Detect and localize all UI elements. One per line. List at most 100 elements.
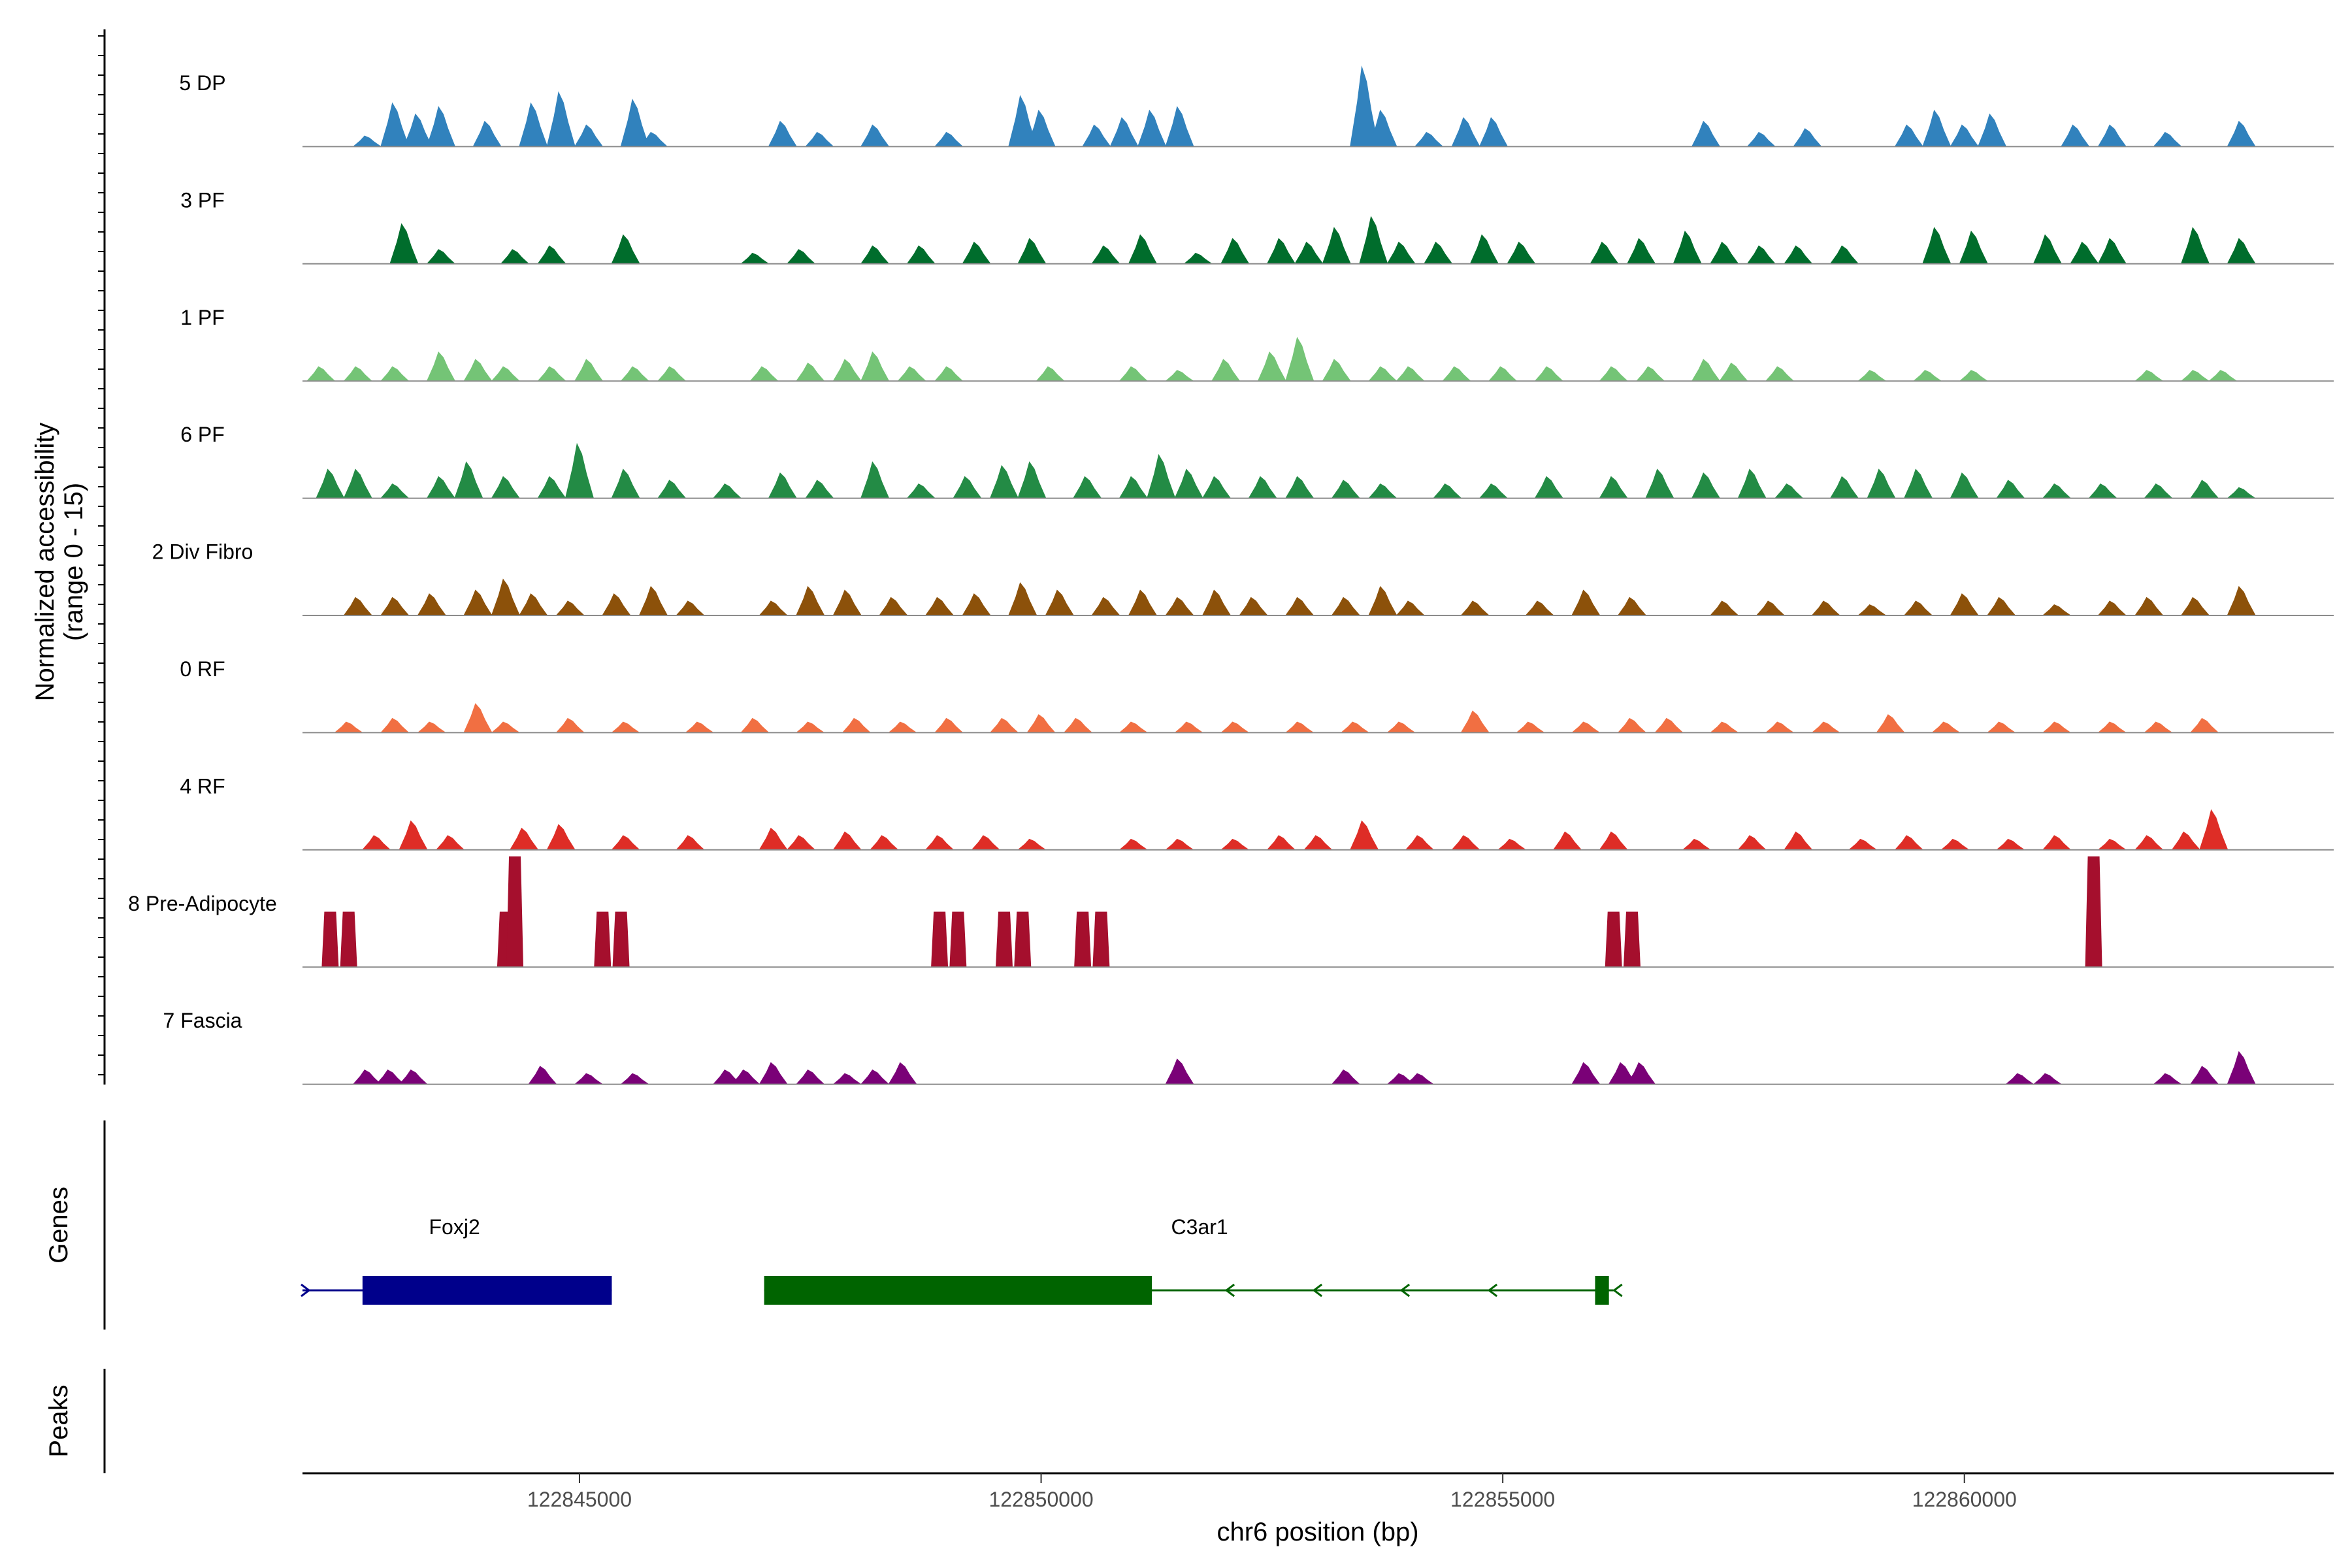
- peak-3-pf-9: [962, 241, 991, 264]
- peak-6-pf-27: [1433, 483, 1462, 498]
- peak-0-rf-29: [1811, 721, 1840, 733]
- peak-5-dp-9: [639, 131, 668, 147]
- peak-3-pf-17: [1322, 227, 1351, 264]
- peak-4-rf-9: [832, 831, 862, 850]
- peak-6-pf-23: [1248, 476, 1277, 498]
- peak-6-pf-14: [906, 483, 936, 498]
- track-8-pre-adipocyte: [302, 856, 2334, 968]
- left-axis: [98, 29, 106, 1085]
- x-tick-label: 122845000: [527, 1488, 632, 1511]
- peak-2-div-fibro-7: [602, 593, 631, 615]
- track-3-pf: [302, 216, 2334, 265]
- peak-2-div-fibro-6: [555, 600, 585, 615]
- peak-6-pf-34: [1774, 483, 1804, 498]
- peak-7-fascia-2: [399, 1070, 428, 1085]
- peak-2-div-fibro-41: [2181, 596, 2210, 615]
- peak-0-rf-7: [685, 721, 714, 733]
- peak-6-pf-15: [953, 476, 982, 498]
- strand-arrow-icon: [1224, 1283, 1235, 1298]
- peak-4-rf-13: [1017, 838, 1047, 850]
- peak-6-pf-40: [2042, 483, 2072, 498]
- track-label-3-pf: 3 PF: [180, 188, 225, 212]
- peak-6-pf-5: [491, 476, 520, 498]
- gene-exon: [362, 1276, 612, 1305]
- track-5-dp: [302, 65, 2334, 148]
- peak-3-pf-1: [426, 249, 455, 264]
- peak-1-pf-33: [1857, 370, 1887, 382]
- peak-1-pf-14: [897, 366, 926, 382]
- peak-3-pf-25: [1673, 230, 1702, 264]
- peak-6-pf-41: [2088, 483, 2117, 498]
- left-axis-ticks: [98, 35, 105, 1075]
- peak-0-rf-16: [1119, 721, 1148, 733]
- peak-1-pf-30: [1691, 359, 1721, 382]
- peak-3-pf-3: [537, 245, 566, 264]
- peak-4-rf-0: [362, 835, 391, 850]
- peak-2-div-fibro-24: [1331, 596, 1360, 615]
- track-1-pf: [302, 336, 2334, 382]
- peak-5-dp-1: [380, 102, 410, 147]
- peak-1-pf-38: [2208, 370, 2238, 382]
- peak-2-div-fibro-36: [1950, 593, 1979, 615]
- peak-5-dp-35: [2227, 120, 2256, 147]
- peak-6-pf-37: [1904, 468, 1933, 498]
- peak-4-rf-33: [2097, 838, 2127, 850]
- peak-7-fascia-23: [2190, 1066, 2219, 1085]
- peak-4-rf-35: [2171, 831, 2200, 850]
- peak-0-rf-2: [417, 721, 446, 733]
- peak-0-rf-1: [380, 717, 410, 733]
- peak-5-dp-34: [2153, 131, 2182, 147]
- peak-1-pf-24: [1396, 366, 1425, 382]
- peak-4-rf-15: [1165, 838, 1194, 850]
- peak-0-rf-25: [1617, 717, 1646, 733]
- peak-5-dp-8: [620, 98, 649, 147]
- peak-1-pf-5: [491, 366, 520, 382]
- strand-arrow-icon: [1399, 1283, 1411, 1298]
- peak-2-div-fibro-19: [1128, 589, 1157, 615]
- peak-3-pf-36: [2227, 238, 2256, 264]
- peak-5-dp-12: [860, 124, 890, 147]
- peak-5-dp-16: [1082, 124, 1111, 147]
- peak-0-rf-10: [841, 717, 871, 733]
- peak-3-pf-10: [1017, 238, 1047, 264]
- peak-8-pre-adipocyte-0: [321, 911, 339, 968]
- peak-5-dp-28: [1894, 124, 1923, 147]
- peak-2-div-fibro-12: [832, 589, 862, 615]
- peak-5-dp-30: [1950, 124, 1979, 147]
- peak-7-fascia-22: [2153, 1073, 2182, 1085]
- peak-4-rf-21: [1451, 835, 1480, 850]
- peak-2-div-fibro-42: [2227, 585, 2256, 615]
- peak-8-pre-adipocyte-6: [931, 911, 949, 968]
- peak-4-rf-14: [1119, 838, 1148, 850]
- peak-8-pre-adipocyte-3: [506, 856, 524, 968]
- peak-0-rf-5: [555, 717, 585, 733]
- peak-0-rf-8: [740, 717, 770, 733]
- strand-arrow-icon: [1612, 1283, 1623, 1298]
- peak-6-pf-6: [537, 476, 566, 498]
- peak-8-pre-adipocyte-1: [340, 911, 357, 968]
- peak-0-rf-35: [2144, 721, 2173, 733]
- track-7-fascia: [302, 1051, 2334, 1085]
- peak-7-fascia-21: [2033, 1073, 2062, 1085]
- peak-0-rf-17: [1174, 721, 1203, 733]
- peak-2-div-fibro-10: [759, 600, 788, 615]
- peak-5-dp-13: [934, 131, 964, 147]
- track-label-8-pre-adipocyte: 8 Pre-Adipocyte: [128, 892, 277, 915]
- peak-7-fascia-0: [352, 1070, 382, 1085]
- track-label-7-fascia: 7 Fascia: [163, 1009, 242, 1032]
- peak-6-pf-16: [990, 465, 1019, 498]
- peak-7-fascia-10: [832, 1073, 862, 1085]
- accessibility-tracks: [302, 65, 2334, 1085]
- peak-2-div-fibro-5: [519, 593, 548, 615]
- peak-1-pf-35: [1959, 370, 1988, 382]
- peak-4-rf-28: [1848, 838, 1878, 850]
- peak-0-rf-0: [334, 721, 363, 733]
- peak-4-rf-25: [1682, 838, 1711, 850]
- peak-2-div-fibro-28: [1525, 600, 1554, 615]
- peak-6-pf-9: [657, 480, 687, 498]
- peak-5-dp-29: [1922, 109, 1952, 147]
- peak-6-pf-25: [1331, 480, 1360, 498]
- peak-1-pf-32: [1765, 366, 1795, 382]
- peak-1-pf-18: [1165, 370, 1194, 382]
- peak-1-pf-0: [306, 366, 336, 382]
